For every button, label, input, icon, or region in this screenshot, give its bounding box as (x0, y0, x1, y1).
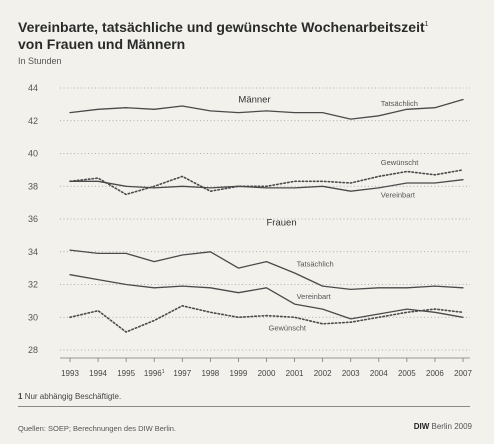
source-note: Quellen: SOEP; Berechnungen des DIW Berl… (18, 424, 176, 433)
x-tick-label: 2001 (286, 369, 304, 378)
x-tick-label: 1993 (61, 369, 79, 378)
x-tick-label: 1995 (117, 369, 135, 378)
x-tick-label: 2004 (370, 369, 388, 378)
series-line-maenner-gewuenscht (69, 169, 464, 196)
x-tick-footnote-mark: 1 (162, 369, 165, 375)
series-line-frauen-gewuenscht (69, 304, 464, 333)
series-line-frauen-tatsaechlich (69, 249, 464, 291)
x-tick-label: 2003 (342, 369, 360, 378)
title-footnote-mark: 1 (424, 21, 429, 28)
y-tick-label: 42 (28, 116, 38, 126)
y-tick-label: 44 (28, 83, 38, 93)
footnote: 1 Nur abhängig Beschäftigte. (18, 392, 121, 401)
series-line-maenner-tatsaechlich (69, 98, 464, 120)
footnote-text: Nur abhängig Beschäftigte. (24, 392, 122, 401)
title-line-1: Vereinbarte, tatsächliche und gewünschte… (18, 19, 425, 35)
series-line-frauen-vereinbart (69, 274, 464, 320)
y-tick-label: 32 (28, 280, 38, 290)
x-tick-label: 19961 (144, 369, 165, 378)
line-chart: 28 30 32 34 36 38 40 42 44 1993 1994 1995 19961 1997… (28, 83, 472, 378)
divider (18, 406, 470, 407)
brand-credit: DIW Berlin 2009 (414, 422, 472, 431)
series-labels: Tatsächlich Gewünscht Vereinbart Tatsächlic… (238, 95, 419, 333)
series-label: Vereinbart (297, 292, 332, 301)
x-tick-label: 1998 (201, 369, 219, 378)
x-tick-label: 2002 (314, 369, 332, 378)
y-tick-label: 30 (28, 312, 38, 322)
x-tick-label: 2006 (426, 369, 444, 378)
x-tick-label: 2007 (454, 369, 472, 378)
x-axis: 1993 1994 1995 19961 1997 1998 1999 2000 2001 200… (60, 357, 472, 378)
footnote-mark: 1 (18, 392, 23, 401)
y-tick-label: 38 (28, 181, 38, 191)
series-label: Gewünscht (269, 323, 307, 332)
grid-lines (60, 87, 470, 351)
y-tick-label: 28 (28, 345, 38, 355)
series-line-maenner-vereinbart (69, 179, 464, 192)
title-line-2: von Frauen und Männern (18, 36, 186, 52)
x-tick-label: 1997 (173, 369, 191, 378)
y-axis-ticks: 28 30 32 34 36 38 40 42 44 (28, 83, 38, 355)
x-tick-label: 2005 (398, 369, 416, 378)
brand-suffix: Berlin 2009 (431, 422, 472, 431)
y-tick-label: 40 (28, 149, 38, 159)
series-label: Vereinbart (381, 191, 416, 200)
x-tick-label: 1999 (230, 369, 248, 378)
y-tick-label: 34 (28, 247, 38, 257)
series-lines (69, 98, 464, 333)
series-label: Gewünscht (381, 158, 419, 167)
group-label: Männer (238, 95, 270, 106)
series-label: Tatsächlich (381, 99, 418, 108)
group-label: Frauen (267, 218, 297, 229)
chart-subtitle: In Stunden (18, 56, 62, 66)
brand-logo: DIW (413, 422, 430, 431)
x-tick-label: 1994 (89, 369, 107, 378)
x-tick-label: 2000 (258, 369, 276, 378)
y-tick-label: 36 (28, 214, 38, 224)
series-label: Tatsächlich (297, 259, 334, 268)
chart-title: Vereinbarte, tatsächliche und gewünschte… (18, 16, 488, 53)
